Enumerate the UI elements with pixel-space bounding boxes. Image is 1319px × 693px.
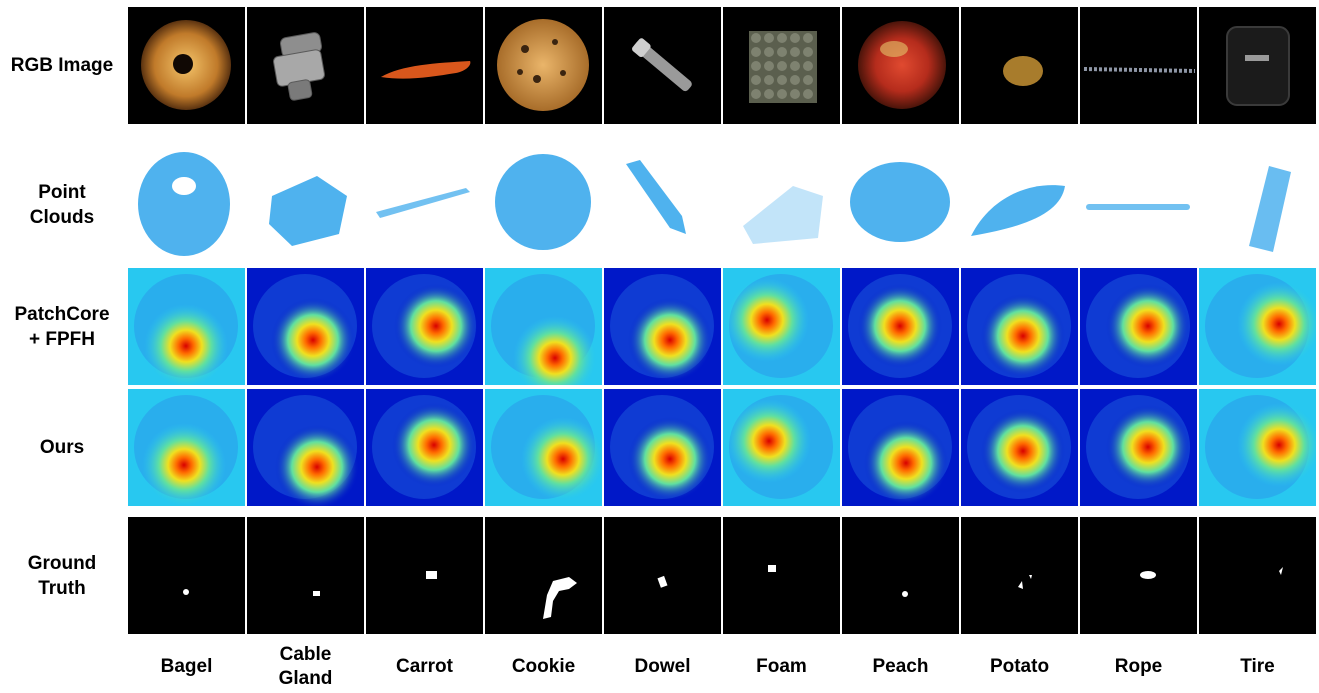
row-label-rgb-image: RGB Image <box>10 55 114 76</box>
tile-cloud-rope <box>1080 146 1197 263</box>
tile-cloud-potato <box>961 146 1078 263</box>
tile-heat-a-tire <box>1199 268 1316 385</box>
tile-heat-a-carrot <box>366 268 483 385</box>
tile-mask-carrot <box>366 517 483 634</box>
tile-heat-b-cookie <box>485 389 602 506</box>
row-label-point-clouds: Point Clouds <box>29 181 95 228</box>
column-label-cookie: Cookie <box>511 656 576 677</box>
tile-mask-dowel <box>604 517 721 634</box>
column-label-peach: Peach <box>872 656 929 677</box>
tile-heat-a-dowel <box>604 268 721 385</box>
tile-mask-bagel <box>128 517 245 634</box>
row-label-ground-truth: Ground Truth <box>27 552 97 599</box>
tile-heat-b-bagel <box>128 389 245 506</box>
row-label-ours: Ours <box>39 437 85 458</box>
tile-cloud-peach <box>842 146 959 263</box>
tile-rgb-dowel <box>604 7 721 124</box>
tile-heat-b-peach <box>842 389 959 506</box>
tile-mask-cable-gland <box>247 517 364 634</box>
tile-rgb-foam <box>723 7 840 124</box>
tile-rgb-peach <box>842 7 959 124</box>
tile-heat-a-potato <box>961 268 1078 385</box>
tile-mask-potato <box>961 517 1078 634</box>
column-label-cable-gland: Cable Gland <box>278 644 333 689</box>
tile-heat-a-bagel <box>128 268 245 385</box>
column-label-carrot: Carrot <box>395 656 453 677</box>
tile-cloud-carrot <box>366 146 483 263</box>
tile-cloud-foam <box>723 146 840 263</box>
tile-mask-peach <box>842 517 959 634</box>
tile-heat-b-tire <box>1199 389 1316 506</box>
tile-rgb-bagel <box>128 7 245 124</box>
tile-heat-a-peach <box>842 268 959 385</box>
row-label-patchcore-fpfh: PatchCore + FPFH <box>14 303 110 350</box>
tile-heat-a-foam <box>723 268 840 385</box>
column-label-tire: Tire <box>1240 656 1275 677</box>
tile-cloud-tire <box>1199 146 1316 263</box>
column-label-foam: Foam <box>756 656 807 677</box>
tile-mask-cookie <box>485 517 602 634</box>
tile-cloud-cable-gland <box>247 146 364 263</box>
tile-rgb-rope <box>1080 7 1197 124</box>
tile-cloud-bagel <box>128 146 245 263</box>
tile-heat-b-dowel <box>604 389 721 506</box>
tile-rgb-cookie <box>485 7 602 124</box>
tile-heat-b-foam <box>723 389 840 506</box>
tile-mask-rope <box>1080 517 1197 634</box>
tile-rgb-cable-gland <box>247 7 364 124</box>
tile-cloud-dowel <box>604 146 721 263</box>
column-label-potato: Potato <box>989 656 1050 677</box>
tile-heat-b-potato <box>961 389 1078 506</box>
tile-heat-b-rope <box>1080 389 1197 506</box>
column-label-dowel: Dowel <box>634 656 691 677</box>
tile-rgb-carrot <box>366 7 483 124</box>
tile-cloud-cookie <box>485 146 602 263</box>
tile-mask-foam <box>723 517 840 634</box>
tile-heat-a-cable-gland <box>247 268 364 385</box>
tile-rgb-potato <box>961 7 1078 124</box>
tile-heat-b-carrot <box>366 389 483 506</box>
column-label-rope: Rope <box>1114 656 1163 677</box>
tile-heat-a-rope <box>1080 268 1197 385</box>
tile-rgb-tire <box>1199 7 1316 124</box>
tile-mask-tire <box>1199 517 1316 634</box>
tile-heat-a-cookie <box>485 268 602 385</box>
column-label-bagel: Bagel <box>160 656 213 677</box>
tile-heat-b-cable-gland <box>247 389 364 506</box>
